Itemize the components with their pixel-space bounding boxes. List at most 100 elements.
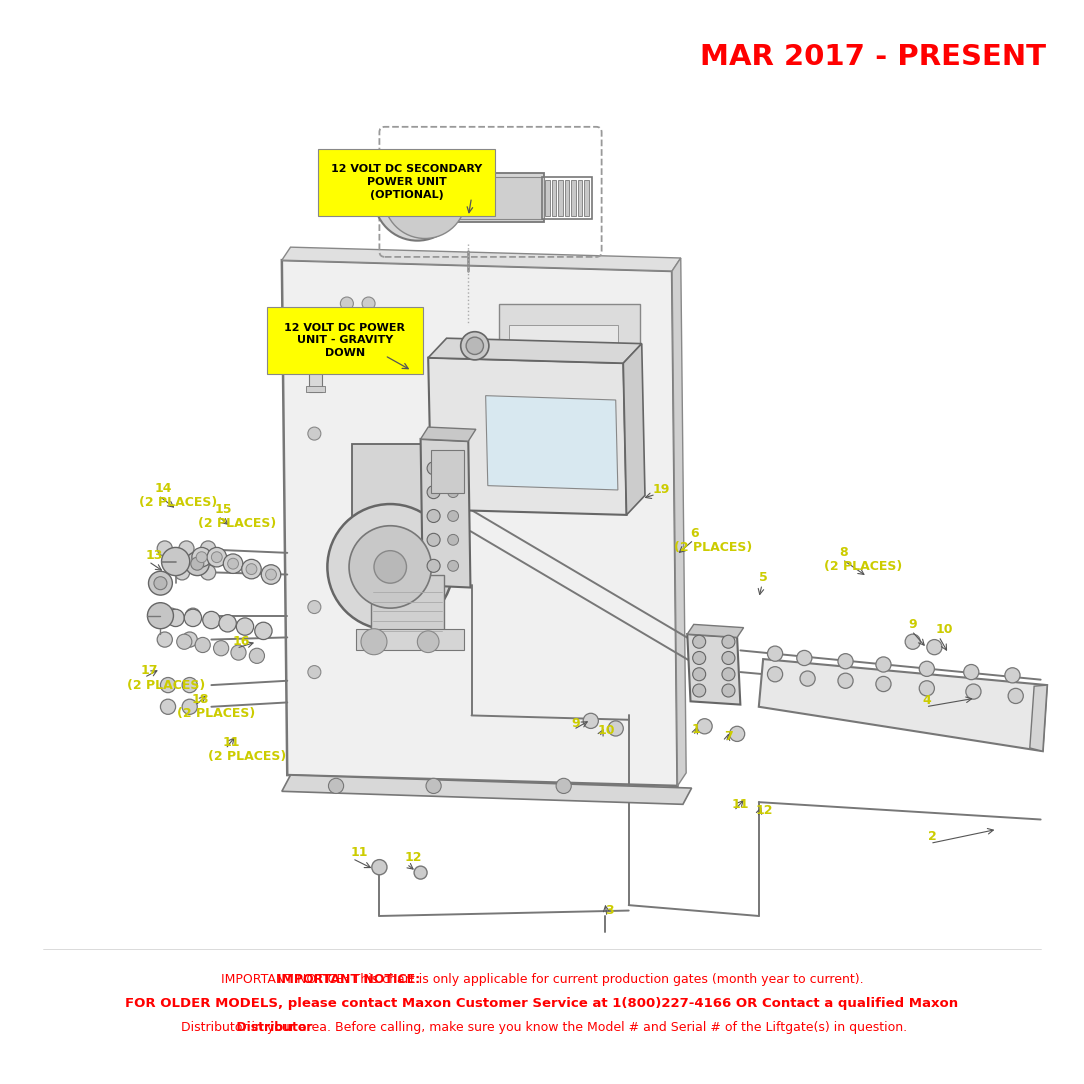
Text: 11: 11 xyxy=(222,736,240,749)
Bar xyxy=(306,340,325,347)
Circle shape xyxy=(406,186,428,208)
Circle shape xyxy=(384,156,466,238)
Bar xyxy=(565,180,569,216)
Bar xyxy=(306,386,325,392)
Circle shape xyxy=(448,487,459,498)
Circle shape xyxy=(966,684,981,699)
Circle shape xyxy=(196,552,207,563)
Circle shape xyxy=(349,526,431,608)
Circle shape xyxy=(1005,668,1020,683)
Bar xyxy=(371,575,444,634)
Circle shape xyxy=(448,560,459,571)
Circle shape xyxy=(308,666,321,679)
Circle shape xyxy=(157,632,172,647)
Circle shape xyxy=(722,635,735,648)
Circle shape xyxy=(1008,688,1023,704)
Polygon shape xyxy=(486,396,618,490)
Circle shape xyxy=(767,646,783,661)
Polygon shape xyxy=(282,775,692,804)
Circle shape xyxy=(160,678,176,693)
Text: 16: 16 xyxy=(233,635,250,648)
Circle shape xyxy=(328,778,344,793)
Circle shape xyxy=(207,547,227,567)
Bar xyxy=(309,312,322,347)
Bar xyxy=(352,526,434,553)
Circle shape xyxy=(236,618,254,635)
Text: (2 PLACES): (2 PLACES) xyxy=(198,517,276,530)
Circle shape xyxy=(149,571,172,595)
Circle shape xyxy=(426,778,441,793)
Text: (2 PLACES): (2 PLACES) xyxy=(208,750,286,763)
Circle shape xyxy=(767,667,783,682)
Circle shape xyxy=(185,552,209,576)
Circle shape xyxy=(964,664,979,680)
Circle shape xyxy=(876,676,891,692)
Circle shape xyxy=(693,684,706,697)
Text: 11: 11 xyxy=(350,846,367,859)
Polygon shape xyxy=(282,260,678,786)
Circle shape xyxy=(157,541,172,556)
Text: (2 PLACES): (2 PLACES) xyxy=(139,496,217,509)
Circle shape xyxy=(466,337,483,354)
Circle shape xyxy=(191,557,204,570)
Text: 10: 10 xyxy=(597,724,615,737)
Text: 11: 11 xyxy=(732,798,749,811)
Polygon shape xyxy=(759,659,1047,751)
Circle shape xyxy=(448,534,459,545)
Text: 12 VOLT DC POWER
UNIT - GRAVITY
DOWN: 12 VOLT DC POWER UNIT - GRAVITY DOWN xyxy=(284,323,405,358)
Circle shape xyxy=(361,629,387,655)
Circle shape xyxy=(374,154,461,241)
Circle shape xyxy=(201,541,216,556)
Circle shape xyxy=(583,713,598,728)
Circle shape xyxy=(182,699,197,714)
Circle shape xyxy=(876,657,891,672)
Circle shape xyxy=(308,319,321,332)
Polygon shape xyxy=(1030,685,1047,751)
Text: 15: 15 xyxy=(215,503,232,516)
Text: (2 PLACES): (2 PLACES) xyxy=(824,560,902,573)
Text: (2 PLACES): (2 PLACES) xyxy=(674,541,752,554)
Circle shape xyxy=(154,577,167,590)
Polygon shape xyxy=(421,439,470,588)
Circle shape xyxy=(722,651,735,664)
FancyBboxPatch shape xyxy=(318,149,495,216)
Text: 7: 7 xyxy=(724,730,733,743)
Circle shape xyxy=(175,565,190,580)
Circle shape xyxy=(905,634,920,649)
Circle shape xyxy=(927,640,942,655)
Text: IMPORTANT NOTICE: This chart is only applicable for current production gates (mo: IMPORTANT NOTICE: This chart is only app… xyxy=(221,973,863,986)
Text: 3: 3 xyxy=(605,904,614,917)
Circle shape xyxy=(308,427,321,440)
Text: MAR 2017 - PRESENT: MAR 2017 - PRESENT xyxy=(700,43,1046,72)
Text: 17: 17 xyxy=(141,664,158,678)
Circle shape xyxy=(219,615,236,632)
Circle shape xyxy=(242,559,261,579)
Text: 14: 14 xyxy=(155,482,172,495)
Circle shape xyxy=(201,565,216,580)
Circle shape xyxy=(223,554,243,573)
Circle shape xyxy=(427,486,440,499)
Bar xyxy=(499,304,640,379)
Circle shape xyxy=(160,699,176,714)
Circle shape xyxy=(730,726,745,741)
Text: 12: 12 xyxy=(404,851,422,864)
Circle shape xyxy=(427,559,440,572)
Circle shape xyxy=(177,634,192,649)
Circle shape xyxy=(838,654,853,669)
Circle shape xyxy=(461,332,489,360)
Circle shape xyxy=(147,603,173,629)
Text: 4: 4 xyxy=(922,694,931,707)
Circle shape xyxy=(797,650,812,666)
Circle shape xyxy=(185,608,201,623)
Text: 18: 18 xyxy=(192,693,209,706)
Circle shape xyxy=(211,552,222,563)
Polygon shape xyxy=(428,338,642,363)
Text: (2 PLACES): (2 PLACES) xyxy=(177,707,255,720)
Text: 9: 9 xyxy=(908,618,917,631)
Polygon shape xyxy=(687,634,740,705)
Text: 19: 19 xyxy=(653,483,670,496)
Circle shape xyxy=(327,504,453,630)
Text: FOR OLDER MODELS, please contact Maxon Customer Service at 1(800)227-4166 OR Con: FOR OLDER MODELS, please contact Maxon C… xyxy=(126,997,958,1010)
Bar xyxy=(542,177,592,219)
Polygon shape xyxy=(672,258,686,786)
